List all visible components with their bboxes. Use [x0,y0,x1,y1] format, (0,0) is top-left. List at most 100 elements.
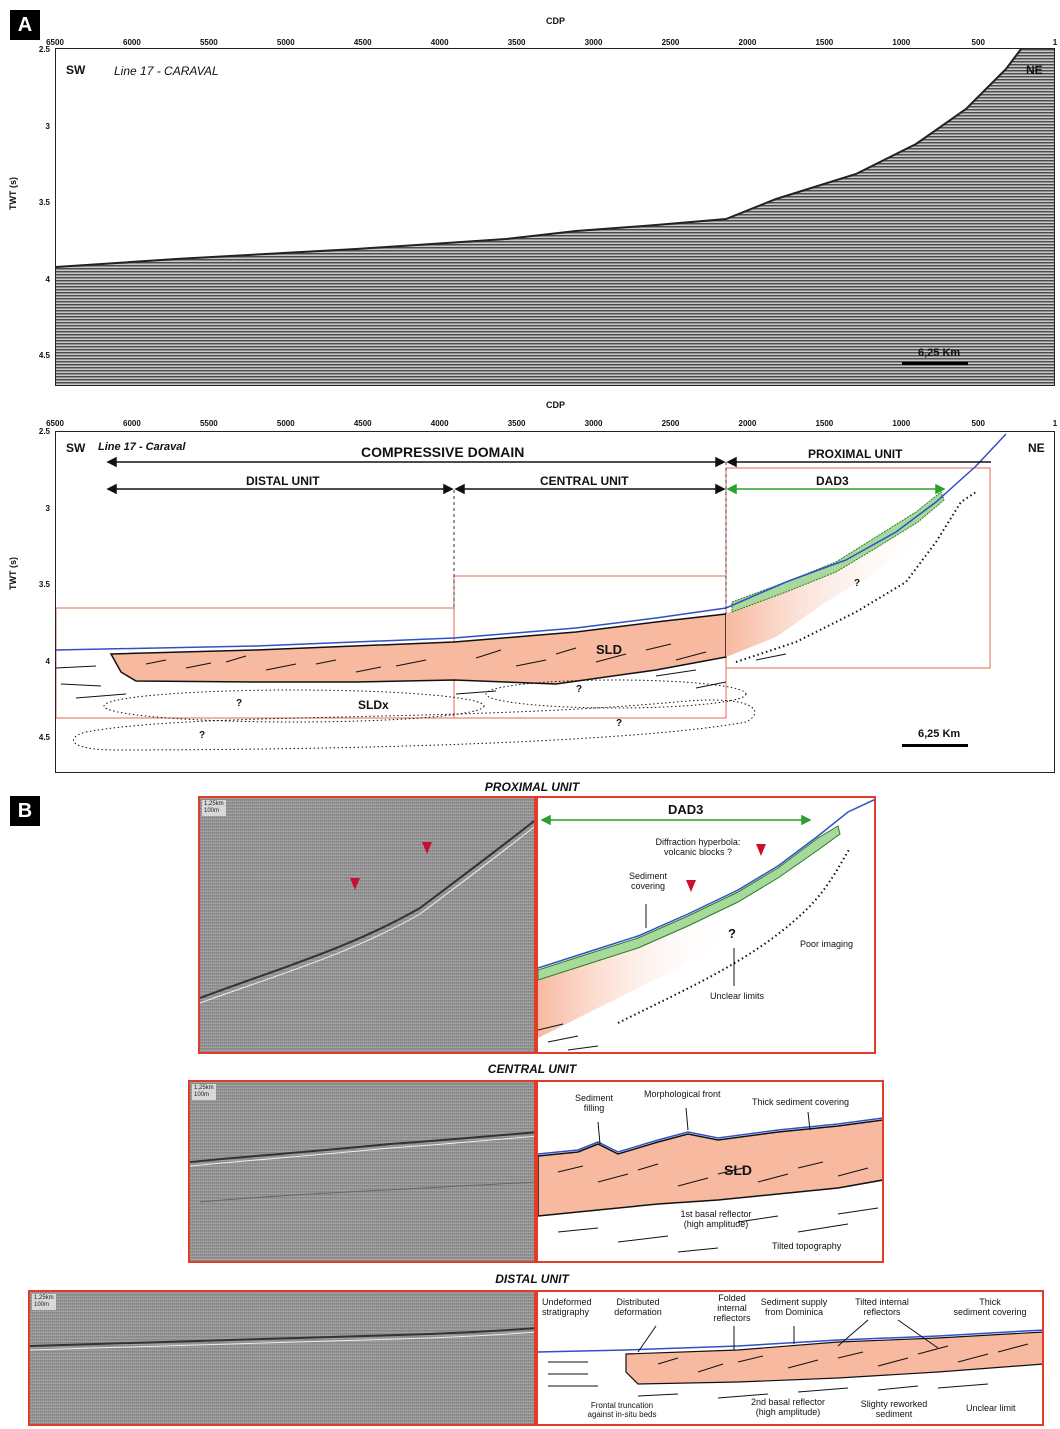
distal-interp-panel: Undeformed stratigraphy Distributed deform… [536,1290,1044,1426]
compressive-domain-label: COMPRESSIVE DOMAIN [361,444,525,460]
twt-tick: 4.5 [38,733,50,742]
cdp-tick: 5500 [199,38,218,47]
sediment-filling-annotation: Sediment filling [574,1093,614,1114]
cdp-tick: 2000 [738,419,757,428]
twt-axis-title-bottom: TWT (s) [8,557,18,590]
unclear-limit-annotation: Unclear limit [966,1403,1016,1413]
diffraction-line-2: volcanic blocks ? [663,846,733,857]
distributed-line-1: Distributed [616,1297,660,1307]
sediment-filling-line-2: filling [583,1102,605,1113]
proximal-interp-panel: DAD3 Diffraction hyperbola: volcanic bloc… [536,796,876,1054]
central-sld-label: SLD [724,1162,752,1178]
sediment-covering-annotation: Sediment covering [628,871,668,892]
cdp-tick: 3500 [507,38,526,47]
poor-imaging-annotation: Poor imaging [800,939,854,949]
twt-tick: 2.5 [38,427,50,436]
sediment-filling-line-1: Sediment [574,1093,614,1103]
first-basal-line-2: (high amplitude) [683,1218,749,1229]
ne-label-top: NE [1026,63,1043,77]
distal-detail-title: DISTAL UNIT [495,1272,569,1286]
cdp-tick: 5000 [276,419,295,428]
cdp-tick: 3000 [584,419,603,428]
twt-tick: 2.5 [38,45,50,54]
line-label-top: Line 17 - CARAVAL [114,64,219,78]
sediment-covering-line-1: Sediment [628,871,668,881]
cdp-tick: 3000 [584,38,603,47]
cdp-tick: 6500 [46,419,64,428]
cdp-tick: 2500 [661,419,680,428]
scale-bar-top [902,362,968,365]
reworked-line-2: sediment [875,1408,913,1419]
proximal-seismic-panel: 1,25km 100m [198,796,536,1054]
cdp-tick: 6500 [46,38,64,47]
interpretation-svg [56,433,1007,751]
sediment-covering-line-2: covering [630,880,666,891]
cdp-tick: 2000 [738,38,757,47]
frontal-line-2: against in-situ beds [587,1409,657,1419]
scale-bar-bottom [902,744,968,747]
question-mark-1: ? [236,698,243,709]
tilted-internal-line-1: Tilted internal [855,1297,909,1307]
question-mark-3: ? [616,718,623,729]
proximal-unit-label: PROXIMAL UNIT [808,447,903,461]
cdp-tick: 4000 [430,419,449,428]
undeformed-line-2: stratigraphy [542,1306,590,1317]
dad3-label: DAD3 [816,474,849,488]
distributed-line-2: deformation [614,1306,662,1317]
cdp-tick: 4500 [353,419,372,428]
undeformed-annotation: Undeformed stratigraphy [542,1297,592,1318]
second-basal-annotation: 2nd basal reflector (high amplitude) [750,1397,826,1418]
central-seismic-panel: 1,25km 100m [188,1080,536,1263]
line-label-bottom: Line 17 - Caraval [98,441,186,453]
cdp-tick: 1500 [815,419,834,428]
central-scale-m: 100m [194,1092,210,1099]
twt-axis-title-top: TWT (s) [8,177,18,210]
panel-label-b: B [10,796,40,826]
first-basal-line-1: 1st basal reflector [680,1209,752,1219]
cdp-tick: 6000 [123,38,141,47]
central-scale-km: 1,25km [194,1085,214,1091]
question-mark-4: ? [199,730,206,741]
sldx-label: SLDx [358,698,389,712]
ne-label-bottom: NE [1028,441,1045,455]
sw-label-bottom: SW [66,441,86,455]
diffraction-annotation: Diffraction hyperbola: volcanic blocks ? [656,837,741,858]
question-mark-2: ? [576,684,583,695]
folded-annotation: Folded internal reflectors [713,1293,751,1324]
thick-covering-line-1: Thick [979,1297,1001,1307]
distal-scale-m: 100m [34,1302,50,1309]
second-basal-line-2: (high amplitude) [755,1406,821,1417]
reworked-annotation: Slighty reworked sediment [860,1399,928,1420]
frontal-line-1: Frontal truncation [590,1401,654,1410]
reworked-line-1: Slighty reworked [860,1399,928,1409]
distributed-annotation: Distributed deformation [614,1297,662,1318]
twt-tick: 3 [45,121,50,131]
cdp-axis-title-bottom: CDP [546,400,566,410]
proximal-dad3-label: DAD3 [668,802,704,817]
distal-seismic-panel: 1,25km 100m [28,1290,536,1426]
cdp-tick: 5000 [276,38,295,47]
supply-line-1: Sediment supply [760,1297,828,1307]
cdp-tick: 500 [971,419,985,428]
twt-tick: 3 [45,503,50,513]
panel-label-a: A [10,10,40,40]
tilted-topography-annotation: Tilted topography [772,1241,842,1251]
twt-tick: 4.5 [38,351,50,360]
morphological-front-annotation: Morphological front [644,1089,721,1099]
interpreted-section: SW Line 17 - Caraval NE COMPRESSIVE DOMA… [55,431,1055,773]
tilted-internal-line-2: reflectors [863,1306,901,1317]
thick-sediment-covering-annotation: Thick sediment covering [752,1097,850,1107]
twt-tick: 3.5 [38,198,50,207]
supply-line-2: from Dominica [764,1306,824,1317]
cdp-tick: 1000 [892,419,911,428]
undeformed-line-1: Undeformed [542,1297,592,1307]
second-basal-line-1: 2nd basal reflector [750,1397,826,1407]
cdp-tick: 1500 [815,38,834,47]
scale-label-bottom: 6,25 Km [918,728,961,740]
central-scale-box: 1,25km 100m [192,1084,216,1101]
distal-scale-km: 1,25km [34,1295,54,1301]
first-basal-reflector-annotation: 1st basal reflector (high amplitude) [680,1209,752,1230]
cdp-axis-title-top: CDP [546,16,566,26]
distal-interp-svg [538,1319,1042,1399]
folded-line-3: reflectors [713,1312,751,1323]
